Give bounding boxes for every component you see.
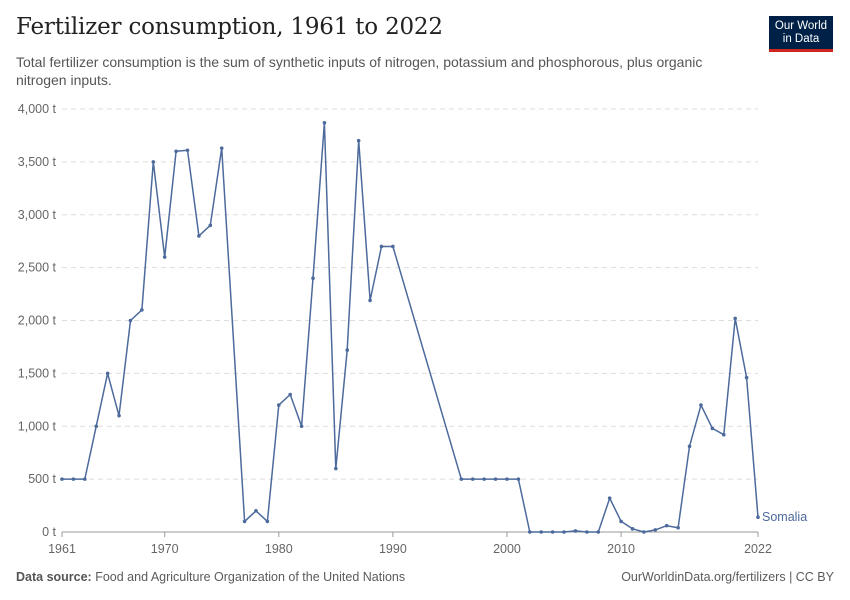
data-point[interactable]: [345, 348, 350, 352]
x-tick-label: 2010: [607, 542, 635, 556]
data-point[interactable]: [756, 515, 760, 519]
series-layer: Somalia: [60, 120, 807, 534]
y-tick-label: 0 t: [42, 525, 56, 539]
x-tick-label: 1961: [48, 542, 76, 556]
data-point[interactable]: [208, 223, 213, 228]
data-point[interactable]: [733, 316, 737, 321]
data-point[interactable]: [744, 375, 749, 380]
data-point[interactable]: [254, 509, 258, 513]
data-source: Data source: Food and Agriculture Organi…: [16, 570, 405, 584]
data-point[interactable]: [391, 244, 395, 249]
data-point[interactable]: [299, 424, 304, 429]
data-point[interactable]: [322, 120, 327, 125]
data-point[interactable]: [493, 477, 498, 481]
data-point[interactable]: [539, 530, 544, 534]
data-point[interactable]: [653, 528, 658, 532]
x-tick-label: 2000: [493, 542, 521, 556]
y-tick-label: 2,500 t: [18, 261, 57, 275]
data-point[interactable]: [687, 444, 692, 449]
data-point[interactable]: [721, 432, 726, 437]
data-point[interactable]: [573, 529, 578, 533]
data-point[interactable]: [585, 530, 589, 534]
y-tick-label: 500 t: [28, 472, 56, 486]
data-point[interactable]: [619, 519, 623, 524]
data-point[interactable]: [128, 318, 133, 323]
data-point[interactable]: [334, 466, 338, 471]
x-tick-label: 2022: [744, 542, 772, 556]
data-point[interactable]: [219, 146, 224, 150]
data-point[interactable]: [470, 477, 475, 481]
data-point[interactable]: [117, 413, 121, 418]
logo-line-1: Our World: [774, 20, 828, 32]
data-point[interactable]: [562, 530, 566, 534]
data-point[interactable]: [528, 530, 532, 534]
y-tick-label: 1,500 t: [18, 366, 57, 380]
data-point[interactable]: [710, 426, 715, 431]
data-point[interactable]: [699, 403, 703, 407]
logo-line-2: in Data: [782, 33, 820, 45]
series-line[interactable]: [62, 121, 759, 533]
y-tick-label: 1,000 t: [18, 419, 57, 433]
data-point[interactable]: [105, 371, 110, 376]
data-point[interactable]: [288, 392, 292, 397]
x-tick-label: 1970: [151, 542, 179, 556]
data-point[interactable]: [265, 519, 270, 524]
y-axis-ticks: 0 t 500 t 1,000 t 1,500 t 2,000 t 2,500 t 3,00…: [18, 102, 57, 539]
data-point[interactable]: [71, 477, 76, 481]
data-point[interactable]: [505, 477, 509, 481]
data-point[interactable]: [596, 530, 601, 534]
data-point[interactable]: [162, 255, 167, 259]
data-point[interactable]: [276, 403, 281, 407]
x-tick-label: 1980: [265, 542, 293, 556]
data-point[interactable]: [356, 138, 361, 143]
y-tick-label: 3,000 t: [18, 208, 57, 222]
data-point[interactable]: [94, 424, 99, 429]
data-source-text[interactable]: Food and Agriculture Organization of the…: [95, 570, 406, 584]
data-point[interactable]: [60, 477, 64, 481]
data-point[interactable]: [174, 149, 178, 154]
chart-title: Fertilizer consumption, 1961 to 2022: [16, 14, 443, 40]
data-point[interactable]: [311, 276, 315, 281]
line-chart: 0 t 500 t 1,000 t 1,500 t 2,000 t 2,500 t 3,00…: [18, 102, 807, 556]
data-point[interactable]: [368, 298, 372, 303]
data-point[interactable]: [482, 477, 486, 481]
data-point[interactable]: [516, 477, 521, 481]
data-point[interactable]: [197, 234, 201, 238]
data-point[interactable]: [242, 519, 247, 524]
data-point[interactable]: [630, 527, 635, 531]
x-tick-label: 1990: [379, 542, 407, 556]
y-tick-label: 2,000 t: [18, 314, 57, 328]
chart-subtitle: Total fertilizer consumption is the sum …: [16, 54, 703, 88]
data-point[interactable]: [379, 244, 384, 249]
data-point[interactable]: [151, 160, 156, 164]
data-point[interactable]: [83, 477, 87, 481]
y-tick-label: 3,500 t: [18, 155, 57, 169]
data-source-label: Data source:: [16, 570, 92, 584]
series-label: Somalia: [762, 510, 807, 524]
data-point[interactable]: [185, 148, 190, 153]
data-point[interactable]: [642, 530, 646, 534]
x-axis-ticks: 1961 1970 1980 1990 2000 2010 2022: [48, 532, 772, 556]
y-tick-label: 4,000 t: [18, 102, 57, 116]
data-point[interactable]: [664, 523, 669, 528]
data-point[interactable]: [140, 308, 144, 312]
owid-logo[interactable]: Our World in Data: [769, 16, 833, 52]
gridlines: [62, 108, 758, 480]
data-point[interactable]: [676, 525, 680, 530]
data-point[interactable]: [550, 530, 555, 534]
data-point[interactable]: [459, 477, 464, 481]
data-point[interactable]: [607, 496, 612, 500]
source-url[interactable]: OurWorldinData.org/fertilizers | CC BY: [621, 570, 834, 584]
